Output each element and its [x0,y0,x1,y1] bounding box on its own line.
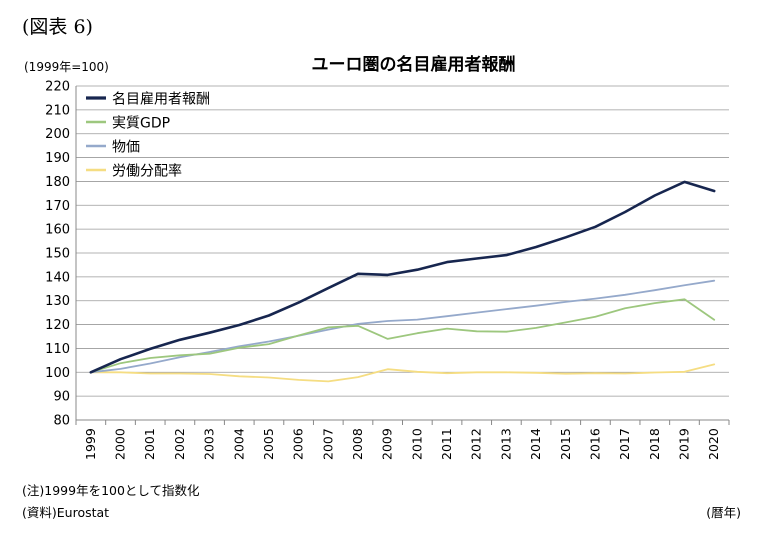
source-text: (資料)Eurostat [22,505,110,520]
y-tick-label: 160 [45,223,70,238]
x-tick-label: 2016 [587,428,602,460]
x-tick-label: 2015 [558,428,573,460]
gridlines [75,85,730,425]
y-tick-label: 140 [45,270,70,285]
x-tick-label: 2011 [439,428,454,460]
y-tick-label: 210 [45,103,70,118]
series-lines [89,180,716,383]
y-tick-labels: 80 90 100 110 120 130 140 150 160 170 180 190 200 210… [45,80,70,429]
y-tick-label: 90 [53,390,70,405]
legend-label: 実質GDP [112,116,170,132]
x-tick-label: 2019 [676,428,691,460]
x-tick-label: 2007 [320,428,335,460]
legend-label: 労働分配率 [112,163,182,180]
y-tick-label: 80 [53,414,70,429]
legend-label: 物価 [112,140,140,156]
y-tick-label: 190 [45,151,70,166]
x-tick-label: 2018 [647,428,662,460]
x-tick-label: 2009 [380,428,395,460]
x-tick-labels: 1999 2000 2001 2002 2003 2004 2005 2006 2007 2008… [83,428,721,460]
legend-label: 名目雇用者報酬 [112,91,210,108]
series-line [89,279,716,374]
x-tick-label: 2002 [172,428,187,460]
x-tick-label: 2013 [498,428,513,460]
x-tick-label: 2020 [706,428,721,460]
note-text: (注)1999年を100として指数化 [22,483,200,498]
chart-title: ユーロ圏の名目雇用者報酬 [311,55,516,75]
x-tick-label: 2003 [202,428,217,460]
x-tick-label: 2017 [617,428,632,460]
y-tick-label: 170 [45,199,70,214]
y-tick-label: 100 [45,366,70,381]
y-tick-label: 110 [45,342,70,357]
y-tick-label: 220 [45,80,70,95]
x-tick-label: 2000 [113,428,128,460]
x-tick-label: 2004 [231,428,246,460]
series-line [89,180,716,374]
y-tick-label: 150 [45,247,70,262]
x-tick-label: 1999 [83,428,98,460]
series-line [89,363,716,383]
y-tick-label: 180 [45,175,70,190]
x-tick-label: 2012 [469,428,484,460]
y-tick-label: 200 [45,127,70,142]
x-tick-label: 2010 [409,428,424,460]
x-tick-label: 2014 [528,428,543,460]
x-tick-label: 2001 [142,428,157,460]
x-tick-label: 2008 [350,428,365,460]
x-tick-label: 2006 [291,428,306,460]
y-tick-label: 130 [45,294,70,309]
x-tick-label: 2005 [261,428,276,460]
x-axis-unit: (暦年) [706,505,741,520]
unit-label: (1999年=100) [24,60,109,74]
figure-label: (図表 6) [22,16,93,38]
series-line [89,298,716,374]
y-tick-label: 120 [45,318,70,333]
